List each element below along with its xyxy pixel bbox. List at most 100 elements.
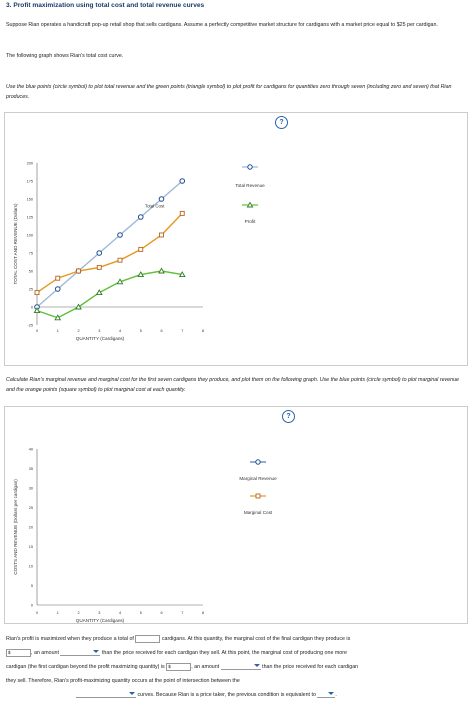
legend-mr-marker: [255, 459, 261, 465]
q-text: curves. Because Rian is a price taker, t…: [137, 692, 316, 698]
profit-point: [116, 278, 124, 285]
legend-profit-label: Profit: [245, 219, 256, 224]
y-tick-label: 30: [29, 487, 33, 491]
y-tick-label: 15: [29, 545, 33, 549]
y-tick-label: 25: [29, 506, 33, 510]
comparison-dropdown-1[interactable]: [60, 649, 101, 657]
x-tick-label: 1: [57, 329, 59, 333]
y-tick-label: 40: [29, 448, 33, 452]
chevron-down-icon: [129, 692, 135, 696]
revenue-point: [137, 214, 144, 220]
cost-point: [76, 268, 81, 274]
q-text: cardigan (the first cardigan beyond the …: [6, 664, 165, 670]
series-line: [36, 180, 183, 308]
q-text: , an amount: [31, 650, 59, 656]
y-tick-label: -25: [28, 324, 34, 328]
intro-paragraph: Suppose Rian operates a handicraft pop-u…: [6, 22, 438, 28]
y-axis-label: COSTS AND REVENUE (Dollars per cardigan): [13, 479, 18, 575]
revenue-point: [54, 286, 61, 292]
y-tick-label: 5: [31, 584, 33, 588]
legend-revenue-marker: [247, 164, 253, 170]
profit-point: [95, 289, 103, 296]
profit-point: [33, 307, 41, 314]
revenue-point: [96, 250, 103, 256]
legend-revenue-label: Total Revenue: [235, 183, 265, 188]
x-tick-label: 6: [160, 329, 162, 333]
profit-point: [158, 267, 165, 274]
x-tick-label: 5: [140, 329, 142, 333]
x-tick-label: 2: [77, 329, 79, 333]
x-axis-label: QUANTITY (Cardigans): [76, 618, 125, 623]
x-tick-label: 8: [202, 329, 204, 333]
profit-point: [54, 314, 62, 321]
cost-point: [159, 232, 164, 238]
q-text: Rian's profit is maximized when they pro…: [6, 636, 134, 642]
x-tick-label: 3: [98, 329, 100, 333]
y-tick-label: 0: [31, 604, 33, 608]
help-icon[interactable]: ?: [275, 116, 288, 129]
x-axis-label: QUANTITY (Cardigans): [76, 336, 125, 341]
x-tick-label: 4: [119, 329, 121, 333]
q-text: .: [335, 692, 337, 698]
dollar-sign: $: [8, 649, 11, 655]
q-text: than the price received for each cardiga…: [262, 664, 359, 670]
y-tick-label: 10: [29, 565, 33, 569]
revenue-point: [117, 232, 123, 238]
cost-point: [96, 264, 102, 270]
legend-mr-label: Marginal Revenue: [239, 476, 277, 481]
legend-profit-marker: [246, 201, 254, 208]
y-tick-label: 75: [29, 252, 33, 256]
cost-point: [179, 210, 185, 216]
curves-dropdown[interactable]: [76, 691, 136, 699]
y-axis-label: TOTAL COST AND REVENUE (Dollars): [13, 203, 18, 284]
x-tick-label: 5: [140, 611, 142, 615]
y-tick-label: 175: [27, 180, 33, 184]
comparison-dropdown-2[interactable]: [220, 663, 261, 671]
marginal-curves-chart: 0 5 10 15 20 25 30 35 40 0 1 2 3 4 5 6 7 8 QUANTITY (Cardi…: [13, 448, 277, 624]
mc-next-input[interactable]: $: [166, 662, 192, 671]
x-tick-label: 2: [77, 611, 79, 615]
condition-dropdown[interactable]: [317, 691, 336, 699]
x-tick-label: 4: [119, 611, 121, 615]
profit-point: [137, 271, 145, 278]
cost-point: [55, 275, 61, 281]
profit-point: [75, 303, 82, 310]
instructions-graph2: Calculate Rian's marginal revenue and ma…: [6, 377, 459, 393]
help-icon[interactable]: ?: [282, 410, 295, 423]
q-text: cardigans. At this quantity, the margina…: [161, 636, 351, 642]
x-tick-label: 7: [181, 329, 183, 333]
q-text: , an amount: [191, 664, 220, 670]
y-tick-label: 35: [29, 467, 33, 471]
x-tick-label: 0: [36, 329, 38, 333]
y-tick-label: 125: [27, 216, 33, 220]
chevron-down-icon: [253, 664, 260, 668]
y-tick-label: 200: [27, 162, 33, 166]
total-cost-curve-label: Total Cost: [145, 204, 165, 209]
question-block: Rian's profit is maximized when they pro…: [6, 632, 468, 702]
graph1-panel: ? -25 0 25 50 75 100 125 150 175 200 0 1 2 3 4 5 6 7 8 QUAN…: [4, 112, 468, 366]
series-line: [36, 212, 183, 294]
x-tick-label: 0: [36, 611, 38, 615]
y-tick-label: 100: [27, 234, 33, 238]
cost-point: [138, 246, 144, 252]
q-text: than the price received for each cardiga…: [101, 650, 347, 656]
mc-final-input[interactable]: $: [6, 648, 31, 657]
quantity-input[interactable]: [135, 634, 161, 643]
x-tick-label: 3: [98, 611, 100, 615]
cost-point: [34, 290, 40, 296]
legend-mc-label: Marginal Cost: [244, 510, 273, 515]
legend-mc-marker: [255, 493, 261, 499]
y-tick-label: 150: [27, 198, 33, 202]
dollar-sign: $: [168, 663, 171, 669]
chevron-down-icon: [328, 692, 335, 696]
revenue-point: [179, 178, 186, 184]
graph-intro-text: The following graph shows Rian's total c…: [6, 53, 124, 59]
chevron-down-icon: [93, 650, 100, 654]
y-tick-label: 0: [31, 306, 33, 310]
y-tick-label: 50: [29, 270, 33, 274]
x-tick-label: 7: [181, 611, 183, 615]
graph2-panel: ? 0 5 10 15 20 25 30 35 40 0 1 2 3 4 5 6 7 8 QUANTITY (Car…: [4, 406, 468, 624]
x-tick-label: 1: [57, 611, 59, 615]
q-text: they sell. Therefore, Rian's profit-maxi…: [6, 678, 240, 684]
